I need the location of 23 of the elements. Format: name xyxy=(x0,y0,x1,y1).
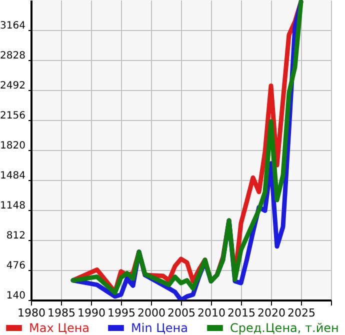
x-tick-label: 2020 xyxy=(258,306,286,320)
y-tick-label: 1820 xyxy=(0,140,26,152)
x-tick-label: 2000 xyxy=(138,306,166,320)
legend-label: Min Цена xyxy=(131,321,188,335)
y-tick-label: 2492 xyxy=(0,80,26,92)
x-tick-label: 1985 xyxy=(48,306,76,320)
y-tick-label: 476 xyxy=(6,260,26,272)
y-tick-label: 1148 xyxy=(0,200,26,212)
y-tick-label: 2828 xyxy=(0,50,26,62)
legend-label: Max Цена xyxy=(29,321,90,335)
x-tick-label: 2005 xyxy=(168,306,196,320)
x-tick-label: 2015 xyxy=(228,306,256,320)
x-tick-label: 1990 xyxy=(78,306,106,320)
x-tick-label: 1980 xyxy=(18,306,46,320)
y-tick-label: 3164 xyxy=(0,20,26,32)
x-tick-label: 2025 xyxy=(288,306,316,320)
x-tick-label: 1995 xyxy=(108,306,136,320)
y-tick-label: 2156 xyxy=(0,110,26,122)
x-tick-label: 2010 xyxy=(198,306,226,320)
legend-label: Сред.Цена, т.йен xyxy=(230,321,339,335)
y-tick-label: 1484 xyxy=(0,170,26,182)
y-tick-label: 140 xyxy=(6,290,26,302)
y-tick-label: 812 xyxy=(6,230,26,242)
